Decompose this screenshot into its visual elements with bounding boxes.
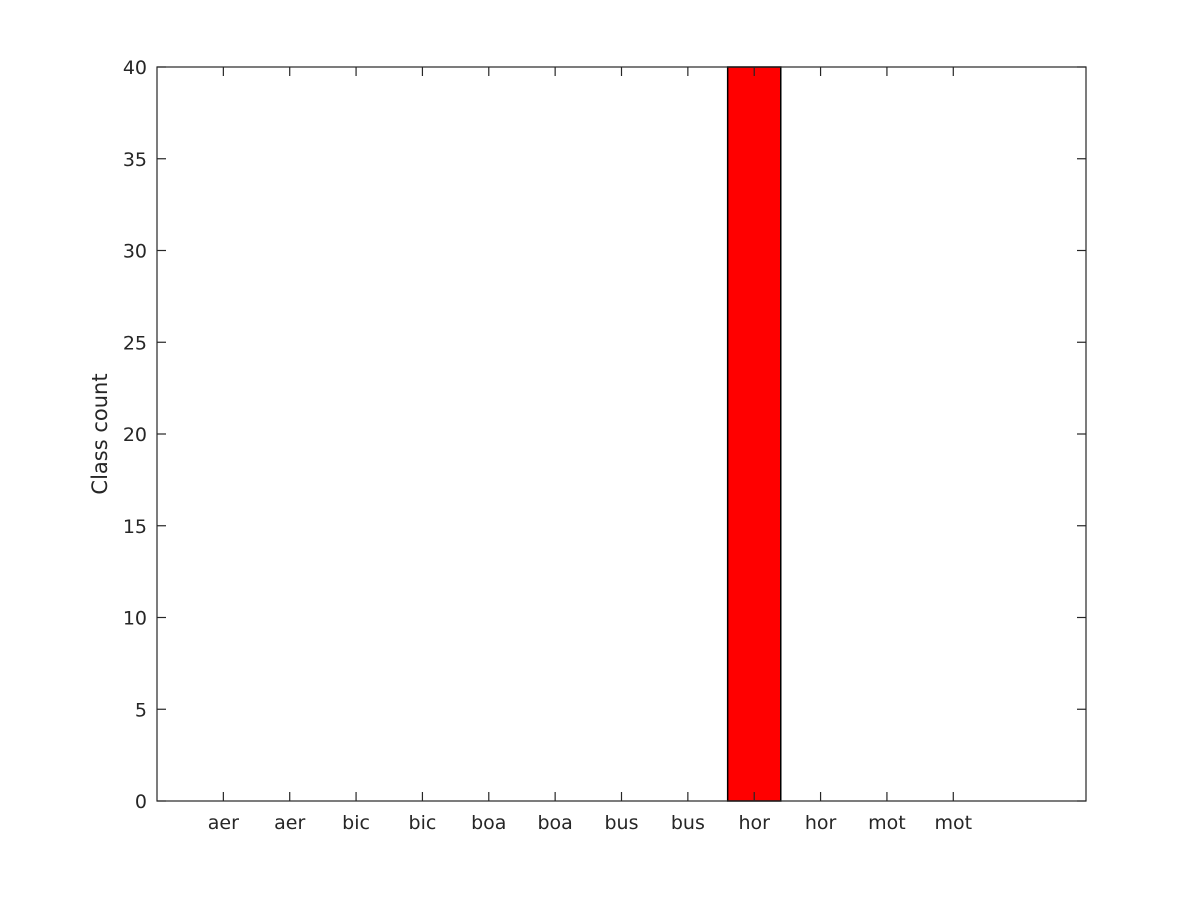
y-axis-label: Class count: [88, 373, 112, 494]
x-tick-label: mot: [868, 812, 906, 834]
x-tick-label: boa: [471, 812, 506, 834]
y-tick-label: 5: [135, 699, 147, 721]
y-tick-label: 35: [123, 149, 147, 171]
bars-group: [726, 66, 782, 802]
y-tick-labels: 0 5 10 15 20 25 30 35 40: [123, 57, 147, 813]
x-tick-label: aer: [274, 812, 305, 834]
y-tick-label: 20: [123, 424, 147, 446]
x-tick-label: bic: [409, 812, 437, 834]
y-tick-label: 0: [135, 791, 147, 813]
y-tick-label: 10: [123, 608, 147, 630]
axes-box: [156, 66, 1087, 802]
plot-background: [157, 67, 1086, 801]
x-tick-label: boa: [537, 812, 572, 834]
x-tick-label: hor: [738, 812, 770, 834]
x-tick-label: mot: [934, 812, 972, 834]
x-tick-label: aer: [208, 812, 239, 834]
x-tick-labels: aer aer bic bic boa boa bus bus hor hor mot mot: [208, 812, 972, 834]
x-tick-label: hor: [805, 812, 837, 834]
bar-9: [726, 66, 782, 802]
y-tick-label: 40: [123, 57, 147, 79]
x-tick-label: bus: [604, 812, 638, 834]
y-tick-label: 25: [123, 332, 147, 354]
y-tick-label: 30: [123, 241, 147, 263]
y-tick-label: 15: [123, 516, 147, 538]
x-tick-label: bic: [342, 812, 370, 834]
x-tick-label: bus: [671, 812, 705, 834]
